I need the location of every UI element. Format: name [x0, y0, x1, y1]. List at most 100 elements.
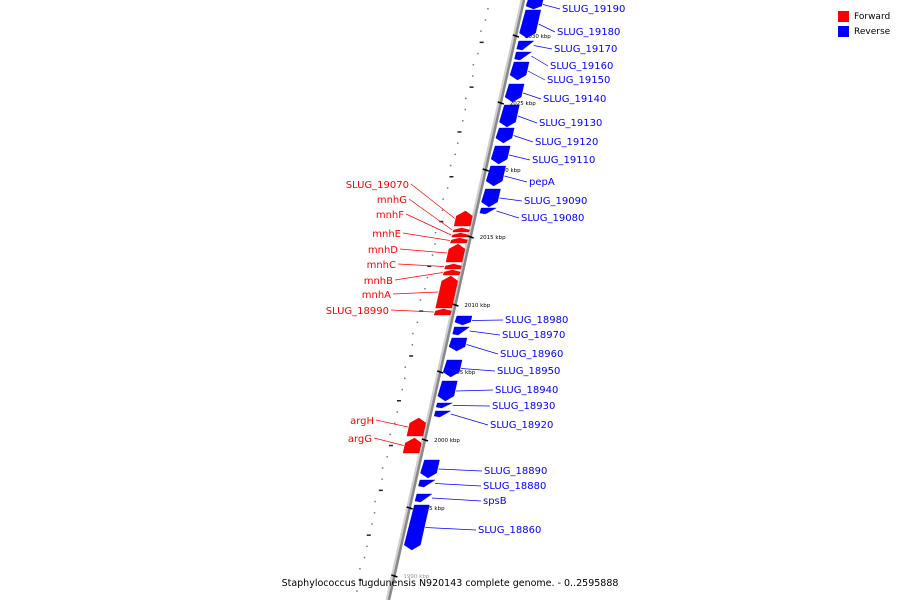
- tick-mark: [421, 438, 429, 442]
- label-connector: [452, 405, 491, 407]
- forward-gene: [444, 263, 462, 270]
- position-dot: [374, 500, 376, 503]
- tick-mark: [512, 34, 520, 38]
- position-dot: [487, 8, 489, 10]
- position-dot: [378, 489, 383, 492]
- position-dot: [426, 276, 429, 279]
- position-dot: [442, 198, 444, 200]
- position-dot: [381, 467, 384, 469]
- tick-mark: [482, 168, 489, 172]
- label-connector: [456, 389, 494, 392]
- forward-gene-label: mnhG: [377, 195, 407, 206]
- position-dot: [464, 108, 467, 111]
- reverse-gene: [495, 127, 515, 144]
- reverse-gene: [499, 104, 520, 128]
- position-dot: [449, 164, 452, 167]
- forward-gene: [450, 237, 468, 244]
- forward-gene-label: mnhC: [367, 260, 396, 271]
- position-dot: [456, 142, 459, 144]
- backbone-line: [387, 0, 526, 601]
- label-connector: [435, 483, 482, 487]
- reverse-gene-label: SLUG_18970: [502, 330, 565, 341]
- legend-forward: Forward: [838, 9, 890, 24]
- position-dot: [381, 478, 383, 480]
- position-dot: [401, 388, 404, 391]
- tick-mark: [452, 303, 459, 307]
- position-dot: [366, 534, 371, 536]
- tick-label: 2015 kbp: [480, 235, 506, 241]
- label-connector: [469, 330, 501, 336]
- label-connector: [394, 272, 443, 281]
- position-dot: [358, 579, 363, 581]
- label-connector: [399, 248, 448, 254]
- reverse-gene-label: SLUG_19190: [562, 4, 625, 15]
- reverse-gene: [404, 504, 430, 551]
- position-dot: [441, 209, 444, 212]
- forward-gene-label: SLUG_18990: [326, 306, 389, 317]
- label-connector: [397, 263, 445, 267]
- tick-mark: [497, 101, 505, 105]
- position-dot: [431, 254, 434, 256]
- reverse-gene-label: SLUG_18950: [497, 366, 560, 377]
- reverse-gene-label: SLUG_19080: [521, 213, 584, 224]
- gene-features: [402, 0, 544, 551]
- position-dot: [373, 512, 376, 514]
- forward-gene: [452, 227, 470, 233]
- position-dot: [434, 243, 436, 245]
- position-dot: [454, 153, 456, 156]
- tick-label: 2025 kbp: [510, 101, 536, 107]
- label-connector: [471, 319, 504, 321]
- label-connector: [431, 497, 482, 502]
- reverse-gene-label: spsB: [483, 496, 507, 507]
- tick-label: 2010 kbp: [464, 303, 490, 309]
- reverse-gene: [516, 40, 535, 51]
- label-connector: [450, 413, 489, 426]
- reverse-gene-label: SLUG_18980: [505, 315, 568, 326]
- position-dot: [457, 131, 462, 133]
- legend-forward-label: Forward: [854, 11, 891, 22]
- position-dot: [462, 120, 464, 122]
- forward-gene-label: mnhD: [368, 245, 398, 256]
- position-dot: [424, 288, 426, 290]
- position-dot: [389, 433, 391, 436]
- label-connector: [438, 468, 483, 472]
- label-connector: [538, 23, 556, 33]
- reverse-gene: [490, 145, 511, 165]
- legend-reverse: Reverse: [838, 24, 890, 39]
- forward-gene: [406, 417, 427, 437]
- position-dot: [356, 590, 358, 592]
- legend-reverse-label: Reverse: [854, 26, 891, 37]
- label-connector: [466, 344, 499, 355]
- label-connector: [542, 4, 561, 10]
- position-dot: [479, 41, 484, 44]
- reverse-swatch: [838, 26, 849, 37]
- position-dots: [356, 8, 489, 592]
- label-connector: [509, 154, 531, 161]
- genome-backbone: [385, 0, 526, 601]
- forward-gene-label: SLUG_19070: [346, 180, 409, 191]
- label-connector: [405, 213, 452, 236]
- tick-mark: [391, 574, 398, 578]
- tick-mark: [437, 370, 444, 374]
- label-connector: [504, 175, 528, 183]
- reverse-gene: [504, 83, 525, 103]
- reverse-gene: [435, 402, 453, 409]
- reverse-gene: [420, 459, 440, 479]
- position-dot: [472, 64, 475, 66]
- reverse-gene: [481, 188, 501, 208]
- label-connector: [373, 437, 404, 446]
- reverse-gene: [525, 0, 544, 10]
- position-dot: [480, 30, 482, 32]
- position-dot: [469, 86, 474, 88]
- position-dot: [449, 176, 454, 178]
- position-dot: [396, 411, 398, 413]
- tick-label: 2020 kbp: [495, 168, 521, 174]
- reverse-gene-label: SLUG_19130: [539, 118, 602, 129]
- kbp-ticks: 2030 kbp 2025 kbp 2020 kbp 2015 kbp 2010 kbp…: [391, 34, 551, 580]
- position-dot: [477, 52, 479, 55]
- position-dot: [427, 265, 432, 268]
- forward-gene: [435, 275, 458, 309]
- position-dot: [363, 556, 366, 559]
